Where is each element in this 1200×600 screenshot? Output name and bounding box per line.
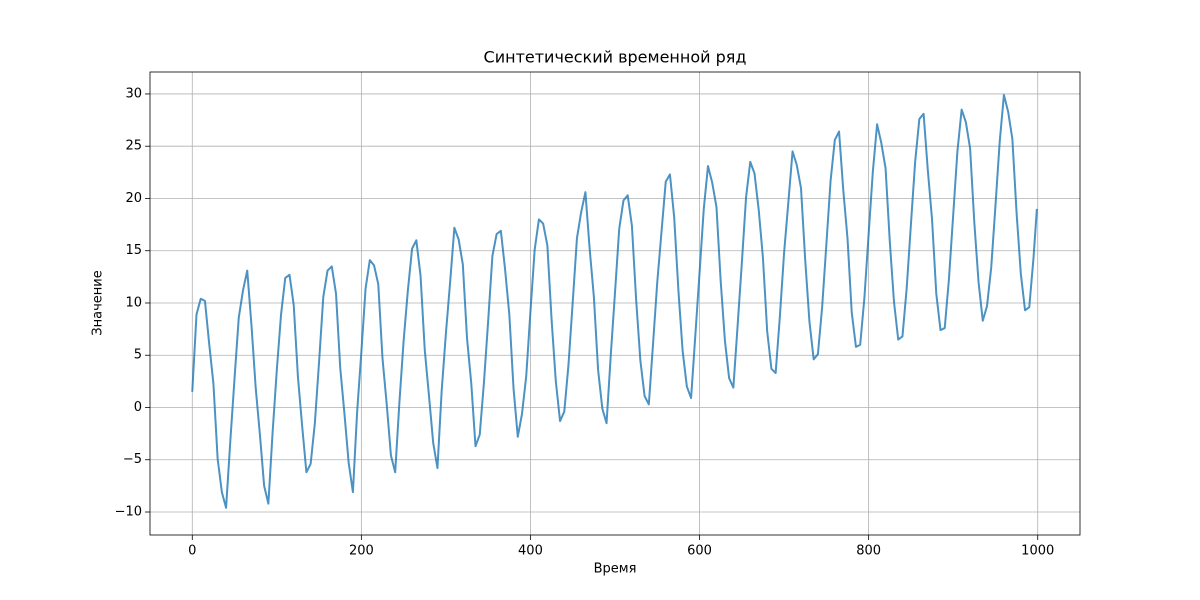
y-tick-label: 5	[134, 348, 142, 363]
y-tick-label: 30	[125, 86, 142, 101]
x-tick-label: 1000	[1021, 544, 1054, 559]
x-tick-label: 200	[349, 544, 374, 559]
y-tick-label: −5	[123, 452, 142, 467]
chart-title: Синтетический временной ряд	[484, 48, 747, 67]
y-axis-label: Значение	[91, 270, 106, 335]
x-tick-label: 800	[856, 544, 881, 559]
plot-frame	[149, 71, 1081, 536]
y-tick-label: −10	[115, 505, 142, 520]
y-tick-label: 0	[134, 400, 142, 415]
x-tick-label: 600	[687, 544, 712, 559]
y-tick-label: 25	[125, 139, 142, 154]
x-axis-label: Время	[594, 562, 637, 577]
y-tick-label: 20	[125, 191, 142, 206]
series-line	[191, 93, 1038, 509]
x-tick-label: 0	[188, 544, 196, 559]
x-tick-label: 400	[518, 544, 543, 559]
y-tick-label: 15	[125, 243, 142, 258]
y-tick-label: 10	[125, 295, 142, 310]
